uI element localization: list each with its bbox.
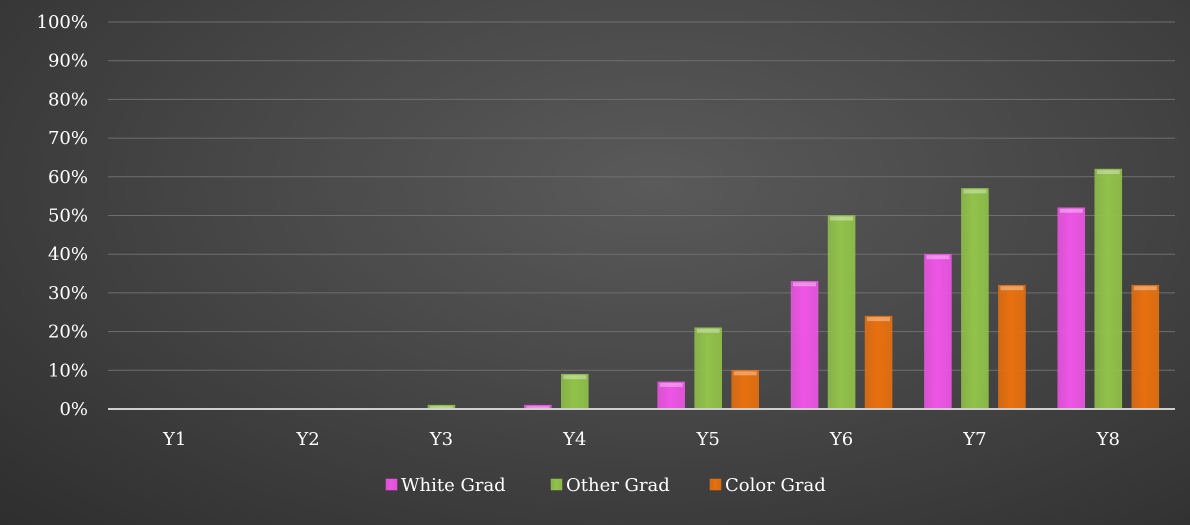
legend-label: White Grad xyxy=(401,475,506,496)
y-tick-label: 90% xyxy=(48,51,88,72)
y-tick-label: 0% xyxy=(59,399,88,420)
bar-highlight xyxy=(926,255,950,260)
bar-highlight xyxy=(867,317,891,322)
y-tick-label: 40% xyxy=(48,244,88,265)
bar-other-grad-y4 xyxy=(561,373,589,410)
bar-highlight xyxy=(563,375,587,380)
bar-other-grad-y7 xyxy=(961,188,989,410)
legend-swatch xyxy=(550,478,563,491)
bar-highlight xyxy=(793,282,817,287)
bar-other-grad-y6 xyxy=(827,215,856,410)
x-tick-label: Y6 xyxy=(829,429,853,450)
bar-white-grad-y8 xyxy=(1057,207,1086,410)
x-tick-label: Y3 xyxy=(429,429,453,450)
legend-label: Color Grad xyxy=(725,475,826,496)
bar-highlight xyxy=(963,189,987,194)
gridlines xyxy=(108,21,1175,371)
x-tick-label: Y1 xyxy=(162,429,186,450)
bar-highlight xyxy=(696,328,720,333)
y-axis-ticks: 0% 10% 20% 30% 40% 50% 60% 70% 80% 90% 100% xyxy=(37,12,88,420)
y-tick-label: 70% xyxy=(48,128,88,149)
bar-highlight xyxy=(1059,208,1083,213)
bar-highlight xyxy=(1133,286,1157,291)
y-tick-label: 80% xyxy=(48,89,88,110)
x-tick-label: Y4 xyxy=(562,429,586,450)
legend: White Grad Other Grad Color Grad xyxy=(385,475,826,496)
legend-swatch xyxy=(385,478,398,491)
x-tick-label: Y5 xyxy=(696,429,720,450)
x-tick-label: Y7 xyxy=(962,429,986,450)
x-axis-ticks: Y1 Y2 Y3 Y4 Y5 Y6 Y7 Y8 xyxy=(162,429,1120,450)
bar-other-grad-y5 xyxy=(694,327,722,410)
bar-white-grad-y7 xyxy=(924,253,952,410)
bar-highlight xyxy=(1000,286,1024,291)
bar-white-grad-y6 xyxy=(790,281,819,410)
bar-highlight xyxy=(830,216,854,221)
y-tick-label: 100% xyxy=(37,12,88,33)
legend-swatch xyxy=(709,478,722,491)
y-tick-label: 20% xyxy=(48,322,88,343)
bar-highlight xyxy=(733,371,757,376)
legend-label: Other Grad xyxy=(566,475,670,496)
bar-color-grad-y7 xyxy=(998,284,1026,410)
bar-highlight xyxy=(1096,170,1120,175)
bar-color-grad-y5 xyxy=(731,370,759,410)
bar-color-grad-y8 xyxy=(1131,284,1160,410)
bar-other-grad-y8 xyxy=(1094,168,1123,410)
y-tick-label: 10% xyxy=(48,360,88,381)
bar-highlight xyxy=(659,382,683,387)
x-tick-label: Y8 xyxy=(1096,429,1120,450)
bars xyxy=(427,168,1160,410)
y-tick-label: 50% xyxy=(48,206,88,227)
bar-color-grad-y6 xyxy=(864,315,893,410)
x-tick-label: Y2 xyxy=(295,429,319,450)
y-tick-label: 30% xyxy=(48,283,88,304)
y-tick-label: 60% xyxy=(48,167,88,188)
bar-white-grad-y5 xyxy=(657,381,685,410)
